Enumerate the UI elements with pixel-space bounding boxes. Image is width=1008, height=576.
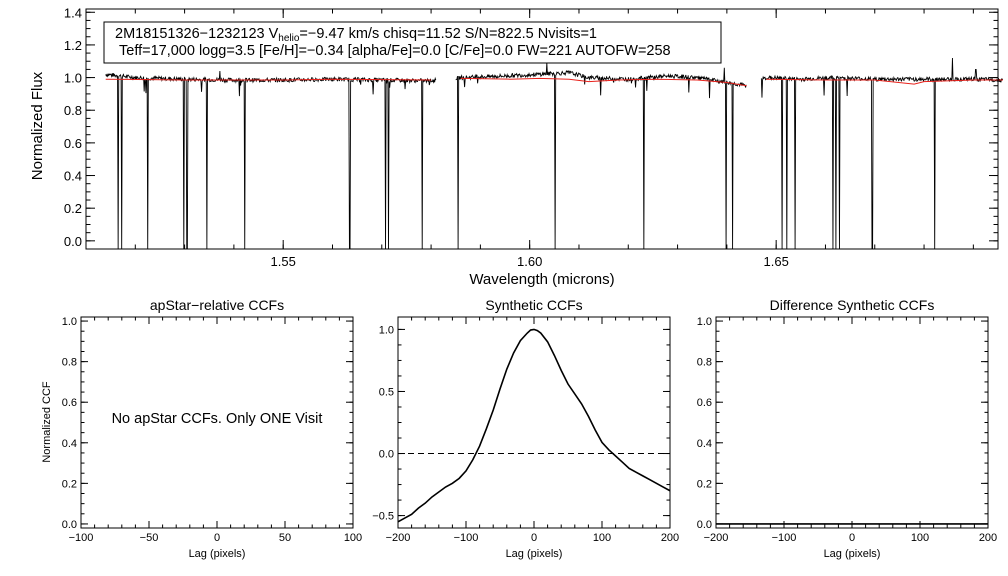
synthetic-ccf-ticks: −200 −100 0 100 200 −0.5 0.0 0.5 1.0 xyxy=(372,317,679,544)
synthetic-ccf-line xyxy=(397,328,671,523)
spectrum-x-label: Wavelength (microns) xyxy=(469,271,614,288)
y-tick-label: 1.0 xyxy=(697,316,712,328)
x-tick-label: 0 xyxy=(531,532,537,544)
no-ccf-message: No apStar CCFs. Only ONE Visit xyxy=(112,411,323,427)
y-tick-label: 0.4 xyxy=(62,438,77,450)
y-tick-label: 0.4 xyxy=(697,438,712,450)
difference-ccf-x-label: Lag (pixels) xyxy=(824,548,881,560)
synthetic-ccf-x-label: Lag (pixels) xyxy=(506,548,563,560)
y-tick-label: 1.0 xyxy=(64,71,82,86)
spectrum-panel: 1.55 1.60 1.65 0.0 0.2 0.4 0.6 0.8 1.0 1.2 1.4 2M1… xyxy=(29,5,1004,288)
info-line-2: Teff=17,000 logg=3.5 [Fe/H]=−0.34 [alpha… xyxy=(119,43,671,59)
y-tick-label: 0.6 xyxy=(64,136,82,151)
apstar-ccf-panel: −100 −50 0 50 100 0.0 0.2 0.4 0.6 0.8 1.0 apStar−r… xyxy=(41,297,362,560)
x-tick-label: −200 xyxy=(386,532,411,544)
observed-spectrum-chip-3 xyxy=(760,57,1004,250)
spectrum-ticks: 1.55 1.60 1.65 0.0 0.2 0.4 0.6 0.8 1.0 1.2 1.4 xyxy=(64,5,998,269)
x-tick-label: 1.65 xyxy=(764,254,789,269)
synthetic-ccf-title: Synthetic CCFs xyxy=(485,297,582,313)
info-line-1: 2M18151326−1232123 Vhelio=−9.47 km/s chi… xyxy=(115,26,597,44)
difference-ccf-title: Difference Synthetic CCFs xyxy=(770,297,935,313)
y-tick-label: 0.4 xyxy=(64,169,82,184)
y-tick-label: 1.4 xyxy=(64,5,82,20)
x-tick-label: −200 xyxy=(704,532,729,544)
y-tick-label: 1.2 xyxy=(64,38,82,53)
x-tick-label: 0 xyxy=(214,532,220,544)
y-tick-label: 1.0 xyxy=(62,316,77,328)
x-tick-label: −100 xyxy=(69,532,94,544)
y-tick-label: 1.0 xyxy=(379,324,394,336)
v-subscript: helio xyxy=(278,33,300,44)
x-tick-label: 200 xyxy=(979,532,997,544)
model-spectrum-chip-3 xyxy=(766,78,1003,85)
star-id: 2M18151326−1232123 xyxy=(115,26,265,42)
difference-ccf-ticks: −200 −100 0 100 200 0.0 0.2 0.4 0.6 0.8 1.0 xyxy=(697,316,997,544)
apstar-ccf-ticks: −100 −50 0 50 100 0.0 0.2 0.4 0.6 0.8 1.0 xyxy=(62,316,362,544)
x-tick-label: −100 xyxy=(454,532,479,544)
x-tick-label: 100 xyxy=(593,532,611,544)
synthetic-ccf-axes-frame xyxy=(397,316,671,529)
spectrum-data xyxy=(105,57,1004,250)
observed-spectrum-chip-1 xyxy=(105,71,437,250)
y-tick-label: 0.2 xyxy=(64,201,82,216)
difference-ccf-axes-frame xyxy=(715,316,989,529)
info-box-frame xyxy=(103,21,722,64)
difference-ccf-panel: −200 −100 0 100 200 0.0 0.2 0.4 0.6 0.8 1.0 Differ… xyxy=(697,297,997,560)
info-line-1-rest: =−9.47 km/s chisq=11.52 S/N=822.5 Nvisit… xyxy=(299,26,597,42)
y-tick-label: 0.0 xyxy=(697,519,712,531)
y-tick-label: 0.0 xyxy=(64,234,82,249)
y-tick-label: 0.2 xyxy=(62,478,77,490)
y-tick-label: 0.5 xyxy=(379,386,394,398)
x-tick-label: 100 xyxy=(344,532,362,544)
spectrum-info-box: 2M18151326−1232123 Vhelio=−9.47 km/s chi… xyxy=(103,21,722,64)
model-spectrum-chip-1 xyxy=(105,78,432,81)
y-tick-label: 0.6 xyxy=(62,397,77,409)
x-tick-label: 100 xyxy=(911,532,929,544)
y-tick-label: 0.0 xyxy=(379,449,394,461)
apstar-ccf-y-label: Normalized CCF xyxy=(41,381,53,463)
y-tick-label: 0.6 xyxy=(697,397,712,409)
v-symbol: V xyxy=(269,26,279,42)
y-tick-label: 0.2 xyxy=(697,478,712,490)
apstar-ccf-title: apStar−relative CCFs xyxy=(150,297,284,313)
y-tick-label: 0.0 xyxy=(62,519,77,531)
synthetic-ccf-panel: −200 −100 0 100 200 −0.5 0.0 0.5 1.0 Synthetic C… xyxy=(372,297,679,560)
spectrum-axes-frame xyxy=(85,8,999,250)
observed-spectrum-chip-2 xyxy=(455,62,747,250)
y-tick-label: 0.8 xyxy=(697,357,712,369)
x-tick-label: 1.55 xyxy=(271,254,296,269)
x-tick-label: −50 xyxy=(140,532,159,544)
x-tick-label: 200 xyxy=(661,532,679,544)
apstar-ccf-x-label: Lag (pixels) xyxy=(189,548,246,560)
synthetic-ccf-data xyxy=(397,328,671,523)
y-tick-label: 0.8 xyxy=(62,357,77,369)
x-tick-label: 50 xyxy=(279,532,291,544)
y-tick-label: −0.5 xyxy=(372,511,394,523)
x-tick-label: −100 xyxy=(772,532,797,544)
x-tick-label: 0 xyxy=(849,532,855,544)
model-spectrum-chip-2 xyxy=(460,77,747,87)
spectrum-y-label: Normalized Flux xyxy=(29,71,46,180)
x-tick-label: 1.60 xyxy=(517,254,542,269)
y-tick-label: 0.8 xyxy=(64,103,82,118)
